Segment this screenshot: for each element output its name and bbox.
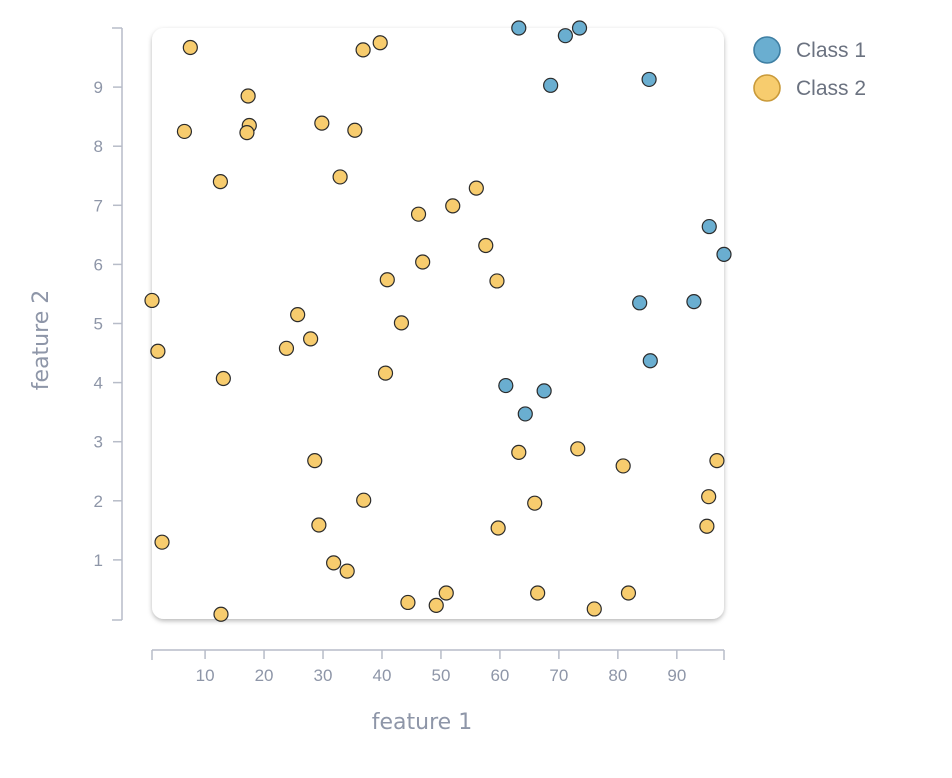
legend-swatch-class-2 [753,74,781,102]
data-point-class-1 [543,77,559,93]
data-point-class-2 [615,458,631,474]
data-point-class-2 [347,122,363,138]
data-point-class-2 [154,534,170,550]
data-point-class-2 [489,273,505,289]
data-point-class-2 [303,331,319,347]
y-tick-label: 2 [94,492,103,511]
y-tick-label: 6 [94,255,103,274]
legend-swatch-class-1 [753,36,781,64]
x-tick-label: 80 [608,666,627,685]
data-point-class-2 [699,518,715,534]
data-point-class-2 [445,198,461,214]
data-point-class-2 [150,343,166,359]
x-tick-label: 10 [196,666,215,685]
data-point-class-1 [686,294,702,310]
y-tick-label: 7 [94,196,103,215]
y-tick-label: 4 [94,374,103,393]
data-point-class-2 [332,169,348,185]
y-tick-label: 8 [94,137,103,156]
data-point-class-2 [570,441,586,457]
data-point-class-2 [356,492,372,508]
data-point-class-2 [468,180,484,196]
legend: Class 1 Class 2 [753,36,866,102]
data-points [144,20,732,622]
data-point-class-2 [326,555,342,571]
data-point-class-2 [400,594,416,611]
data-point-class-2 [372,35,388,51]
data-point-class-2 [393,315,410,331]
data-point-class-1 [632,295,648,311]
data-point-class-2 [339,563,355,579]
data-point-class-2 [278,340,295,356]
data-point-class-2 [438,585,454,601]
data-point-class-2 [144,292,160,309]
data-point-class-1 [557,28,573,44]
data-point-class-2 [314,115,330,131]
data-point-class-2 [709,453,725,469]
x-tick-label: 20 [255,666,274,685]
data-point-class-1 [511,20,527,36]
data-point-class-2 [182,39,198,56]
data-point-class-2 [530,585,546,601]
data-point-class-1 [641,71,657,88]
data-point-class-2 [379,272,395,288]
x-tick-label: 70 [549,666,568,685]
plot-area [152,28,724,619]
x-axis-title: feature 1 [372,710,472,735]
legend-label-class-1: Class 1 [796,39,866,62]
data-point-class-2 [311,517,327,533]
data-point-class-2 [307,453,323,469]
y-axis-title: feature 2 [29,290,54,390]
x-tick-label: 90 [667,666,686,685]
data-point-class-2 [701,489,717,505]
data-point-class-2 [355,42,371,58]
data-point-class-2 [212,174,229,190]
x-tick-label: 50 [431,666,450,685]
data-point-class-1 [571,20,588,36]
data-point-class-2 [290,307,306,323]
data-point-class-2 [377,365,394,381]
data-point-class-2 [239,125,255,141]
data-point-class-2 [428,597,444,614]
x-tick-label: 60 [490,666,509,685]
legend-label-class-2: Class 2 [796,77,866,100]
data-point-class-1 [701,218,717,235]
data-point-class-1 [642,353,658,369]
y-tick-label: 9 [94,78,103,97]
data-point-class-2 [415,254,431,270]
data-point-class-2 [527,495,543,511]
data-point-class-1 [498,377,514,394]
x-tick-label: 30 [314,666,333,685]
data-point-class-2 [410,206,427,222]
data-point-class-2 [213,606,229,622]
data-point-class-2 [511,444,527,460]
data-point-class-2 [490,520,506,536]
data-point-class-2 [240,88,256,104]
data-point-class-2 [176,123,193,140]
y-tick-label: 3 [94,433,103,452]
data-point-class-2 [620,585,637,601]
data-point-class-2 [586,601,602,617]
data-point-class-1 [536,383,552,399]
data-point-class-2 [215,370,231,387]
data-point-class-1 [716,246,732,262]
data-point-class-2 [478,237,494,254]
x-axis: 10 20 30 40 50 60 70 80 90 [151,649,725,685]
y-tick-label: 1 [94,551,103,570]
x-tick-label: 40 [373,666,392,685]
y-axis: 1 2 3 4 5 6 7 8 9 [94,27,123,621]
y-tick-label: 5 [94,315,103,334]
data-point-class-1 [517,406,533,422]
